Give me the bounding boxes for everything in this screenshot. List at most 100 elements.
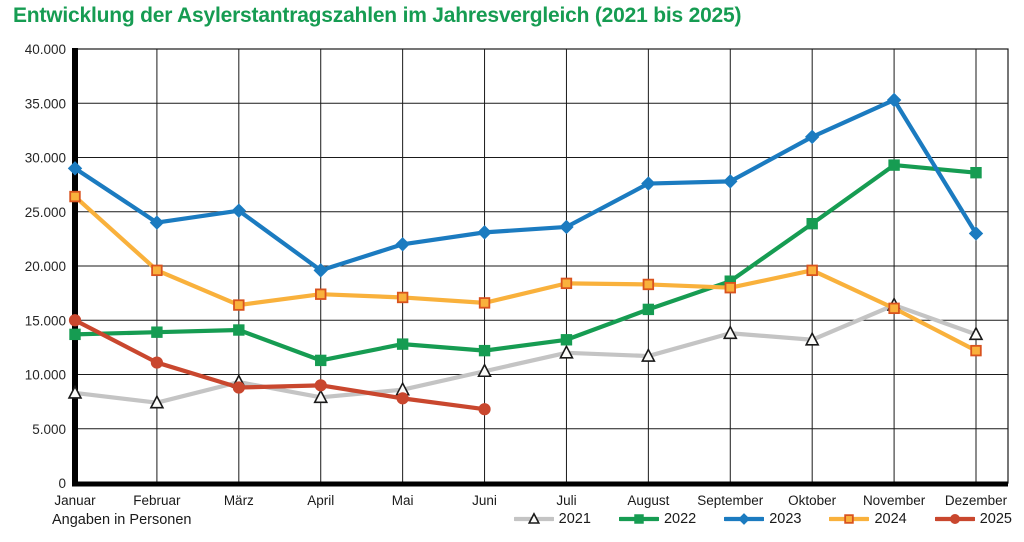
marker-diamond — [968, 226, 984, 241]
series-2022-line — [72, 162, 979, 363]
marker-triangle — [641, 347, 656, 362]
marker-circle — [314, 379, 327, 392]
marker-diamond — [395, 237, 410, 252]
x-tick-labels: Januar Februar März April Mai Juni Juli August S… — [54, 493, 1007, 508]
legend-marker-2024 — [829, 514, 870, 524]
x-tick-label: März — [224, 493, 254, 508]
legend-label-2022: 2022 — [663, 511, 697, 527]
marker-triangle — [67, 384, 83, 399]
series-2025 — [68, 314, 491, 416]
marker-circle — [68, 314, 82, 327]
marker-diamond — [149, 215, 165, 230]
x-tick-label: Oktober — [788, 493, 837, 508]
series-2021-line — [72, 302, 979, 405]
marker-triangle — [804, 331, 820, 346]
marker-diamond — [67, 161, 83, 176]
series-2022 — [69, 159, 982, 367]
y-tick-label: 15.000 — [25, 313, 66, 328]
marker-square — [970, 166, 982, 179]
marker-square — [233, 299, 245, 311]
y-tick-label: 40.000 — [25, 42, 66, 57]
marker-square — [151, 326, 163, 338]
legend-item-2024: 2024 — [829, 511, 907, 527]
y-tick-label: 25.000 — [25, 205, 66, 220]
marker-square — [642, 303, 655, 316]
marker-triangle — [149, 394, 165, 409]
legend-item-2025: 2025 — [934, 511, 1012, 527]
y-tick-label: 10.000 — [25, 368, 66, 383]
marker-triangle — [477, 363, 492, 378]
legend-item-2021: 2021 — [513, 511, 591, 527]
series-2024 — [69, 190, 982, 357]
y-tick-label: 5.000 — [32, 422, 66, 437]
marker-square — [69, 328, 81, 341]
y-tick-labels: 0 5.000 10.000 15.000 20.000 25.000 30.000 35.0… — [25, 42, 66, 491]
y-tick-label: 35.000 — [25, 96, 66, 111]
marker-square — [560, 334, 573, 346]
chart-grid — [74, 48, 1008, 484]
marker-circle — [949, 514, 960, 524]
marker-square — [634, 514, 644, 524]
marker-square — [724, 281, 736, 294]
x-tick-label: Dezember — [945, 493, 1008, 508]
marker-square — [642, 278, 655, 291]
chart-legend: 2021 2022 2023 2024 2025 — [513, 511, 1012, 527]
marker-diamond — [723, 174, 738, 189]
series-2023 — [67, 92, 984, 278]
legend-marker-2021 — [513, 512, 554, 524]
marker-circle — [396, 392, 409, 405]
x-tick-label: August — [627, 493, 669, 508]
marker-square — [315, 354, 327, 367]
legend-marker-2023 — [724, 513, 765, 525]
series-2024-line — [72, 194, 979, 353]
marker-square — [970, 344, 982, 357]
marker-diamond — [313, 263, 328, 278]
marker-diamond — [738, 513, 751, 525]
chart-footnote: Angaben in Personen — [52, 512, 192, 528]
marker-triangle — [559, 344, 574, 359]
marker-square — [478, 344, 491, 357]
legend-label-2024: 2024 — [874, 511, 907, 527]
x-tick-label: Januar — [54, 493, 96, 508]
marker-square — [69, 190, 81, 203]
marker-triangle — [313, 389, 329, 404]
marker-square — [396, 338, 409, 350]
marker-square — [806, 217, 818, 230]
marker-square — [844, 514, 855, 524]
marker-diamond — [641, 176, 656, 191]
marker-diamond — [477, 225, 492, 240]
x-tick-label: Februar — [133, 493, 181, 508]
marker-square — [888, 159, 900, 171]
marker-triangle — [968, 326, 984, 341]
series-2021 — [67, 296, 984, 409]
marker-square — [478, 297, 491, 309]
legend-label-2025: 2025 — [979, 511, 1012, 527]
marker-square — [806, 264, 818, 277]
x-tick-label: November — [863, 493, 926, 508]
x-tick-label: April — [307, 493, 334, 508]
marker-square — [151, 264, 163, 277]
legend-label-2021: 2021 — [558, 511, 591, 527]
marker-circle — [150, 356, 164, 369]
marker-square — [315, 288, 327, 300]
marker-diamond — [559, 219, 574, 235]
marker-triangle — [722, 325, 738, 340]
marker-triangle — [527, 512, 540, 524]
marker-diamond — [804, 129, 820, 145]
x-tick-label: Juli — [556, 493, 576, 508]
x-tick-label: Juni — [472, 493, 497, 508]
legend-item-2023: 2023 — [724, 511, 801, 527]
marker-square — [888, 302, 900, 315]
marker-square — [560, 277, 573, 290]
x-tick-label: September — [697, 493, 764, 508]
legend-label-2023: 2023 — [769, 511, 802, 527]
marker-square — [396, 291, 409, 304]
y-tick-label: 30.000 — [25, 151, 66, 166]
chart-title: Entwicklung der Asylerstantragszahlen im… — [13, 4, 742, 27]
x-tick-label: Mai — [392, 493, 414, 508]
series-2023-line — [72, 97, 979, 273]
legend-item-2022: 2022 — [618, 511, 697, 527]
y-tick-label: 0 — [58, 476, 66, 491]
marker-square — [233, 324, 245, 336]
